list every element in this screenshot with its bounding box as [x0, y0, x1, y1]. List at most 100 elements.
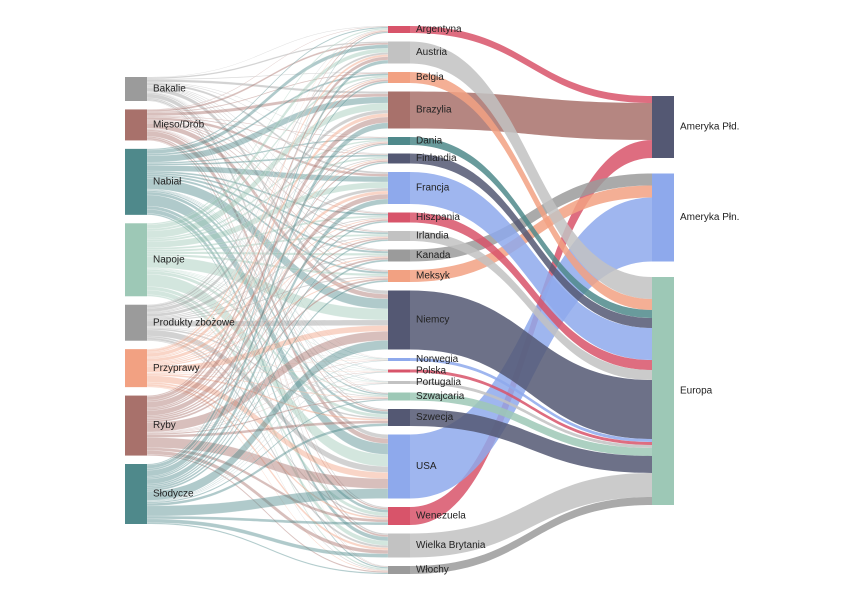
- node-label: Produkty zbożowe: [153, 317, 235, 328]
- node-austria[interactable]: Austria: [388, 41, 448, 64]
- node-label: Finlandia: [416, 153, 457, 164]
- node-bar: [388, 392, 410, 401]
- node-label: Dania: [416, 136, 443, 147]
- node-label: Meksyk: [416, 271, 451, 282]
- node-wenezuela[interactable]: Wenezuela: [388, 507, 466, 525]
- node-label: Irlandia: [416, 231, 449, 242]
- node-polska[interactable]: Polska: [388, 366, 446, 377]
- node-label: Niemcy: [416, 315, 449, 326]
- node-niemcy[interactable]: Niemcy: [388, 290, 449, 350]
- node-belgia[interactable]: Belgia: [388, 72, 444, 83]
- link-hiszpania-europa: [410, 212, 652, 370]
- node-bar: [388, 41, 410, 64]
- node-label: Wielka Brytania: [416, 540, 486, 551]
- link-norwegia-europa: [410, 358, 652, 442]
- node-label: Brazylia: [416, 105, 452, 116]
- node-label: Nabiał: [153, 176, 182, 187]
- link-kanada-ameryka-pln: [410, 173, 652, 262]
- node-label: Napoje: [153, 254, 185, 265]
- node-label: Belgia: [416, 72, 444, 83]
- node-hiszpania[interactable]: Hiszpania: [388, 212, 460, 223]
- node-produkty-zbozowe[interactable]: Produkty zbożowe: [125, 304, 235, 341]
- node-label: Ameryka Płd.: [680, 122, 739, 133]
- node-label: Mięso/Drób: [153, 120, 205, 131]
- country-region-links: [410, 26, 652, 574]
- node-wielka-brytania[interactable]: Wielka Brytania: [388, 533, 486, 558]
- node-bar: [125, 395, 147, 456]
- node-bar: [388, 290, 410, 350]
- link-wielka-brytania-europa: [410, 473, 652, 558]
- node-label: Ryby: [153, 420, 176, 431]
- category-country-links: [146, 25, 389, 575]
- node-bar: [652, 277, 674, 505]
- node-przyprawy[interactable]: Przyprawy: [125, 349, 200, 388]
- node-bar: [652, 96, 674, 158]
- node-label: Bakalie: [153, 84, 186, 95]
- node-bar: [388, 172, 410, 204]
- node-bar: [388, 381, 410, 384]
- nodes: Bakalie Mięso/Drób Nabiał Napoje Produkty zb…: [125, 24, 739, 576]
- node-ameryka-pln[interactable]: Ameryka Płn.: [652, 173, 739, 262]
- node-label: Szwajcaria: [416, 391, 465, 402]
- node-bar: [125, 349, 147, 388]
- node-bar: [388, 507, 410, 525]
- node-brazylia[interactable]: Brazylia: [388, 91, 452, 129]
- link-irlandia-europa: [410, 231, 652, 380]
- link-szwajcaria-europa: [410, 392, 652, 456]
- node-bar: [388, 26, 410, 33]
- node-dania[interactable]: Dania: [388, 136, 443, 147]
- node-label: USA: [416, 461, 437, 472]
- node-label: Francja: [416, 183, 450, 194]
- node-norwegia[interactable]: Norwegia: [388, 354, 459, 365]
- node-portugalia[interactable]: Portugalia: [388, 377, 461, 388]
- node-label: Szwecja: [416, 412, 454, 423]
- node-wlochy[interactable]: Włochy: [388, 565, 449, 576]
- node-bar: [388, 231, 410, 241]
- node-francja[interactable]: Francja: [388, 172, 450, 204]
- node-bar: [388, 358, 410, 361]
- link-meksyk-ameryka-pln: [410, 185, 652, 282]
- node-label: Argentyna: [416, 24, 462, 35]
- node-nabial[interactable]: Nabiał: [125, 148, 182, 215]
- node-label: Ameryka Płn.: [680, 212, 739, 223]
- node-bar: [125, 304, 147, 341]
- link-finlandia-europa: [410, 153, 652, 328]
- node-bar: [125, 148, 147, 215]
- link-niemcy-europa: [410, 290, 652, 439]
- node-szwecja[interactable]: Szwecja: [388, 409, 454, 426]
- node-label: Słodycze: [153, 489, 194, 500]
- node-mieso-drob[interactable]: Mięso/Drób: [125, 109, 205, 141]
- node-bar: [388, 249, 410, 262]
- node-irlandia[interactable]: Irlandia: [388, 231, 449, 242]
- node-bar: [388, 409, 410, 426]
- node-label: Kanada: [416, 250, 451, 261]
- node-ameryka-pld[interactable]: Ameryka Płd.: [652, 96, 739, 158]
- node-label: Hiszpania: [416, 212, 460, 223]
- node-bar: [652, 173, 674, 262]
- node-argentyna[interactable]: Argentyna: [388, 24, 462, 35]
- link-portugalia-europa: [410, 381, 652, 448]
- link-polska-europa: [410, 369, 652, 445]
- node-bar: [125, 77, 147, 101]
- node-label: Przyprawy: [153, 363, 200, 374]
- node-napoje[interactable]: Napoje: [125, 223, 185, 297]
- node-kanada[interactable]: Kanada: [388, 249, 451, 262]
- link-argentyna-ameryka-pld: [410, 26, 652, 103]
- node-finlandia[interactable]: Finlandia: [388, 153, 457, 164]
- node-europa[interactable]: Europa: [652, 277, 713, 505]
- node-bar: [388, 91, 410, 129]
- node-bakalie[interactable]: Bakalie: [125, 77, 186, 101]
- node-ryby[interactable]: Ryby: [125, 395, 176, 456]
- node-label: Norwegia: [416, 354, 459, 365]
- link-wlochy-europa: [410, 497, 652, 574]
- node-slodycze[interactable]: Słodycze: [125, 464, 194, 524]
- node-szwajcaria[interactable]: Szwajcaria: [388, 391, 465, 402]
- node-bar: [125, 109, 147, 141]
- link-austria-europa: [410, 41, 652, 299]
- node-usa[interactable]: USA: [388, 434, 437, 499]
- link-szwecja-europa: [410, 409, 652, 473]
- node-bar: [125, 464, 147, 524]
- node-label: Polska: [416, 366, 446, 377]
- node-bar: [388, 566, 410, 574]
- node-meksyk[interactable]: Meksyk: [388, 270, 451, 282]
